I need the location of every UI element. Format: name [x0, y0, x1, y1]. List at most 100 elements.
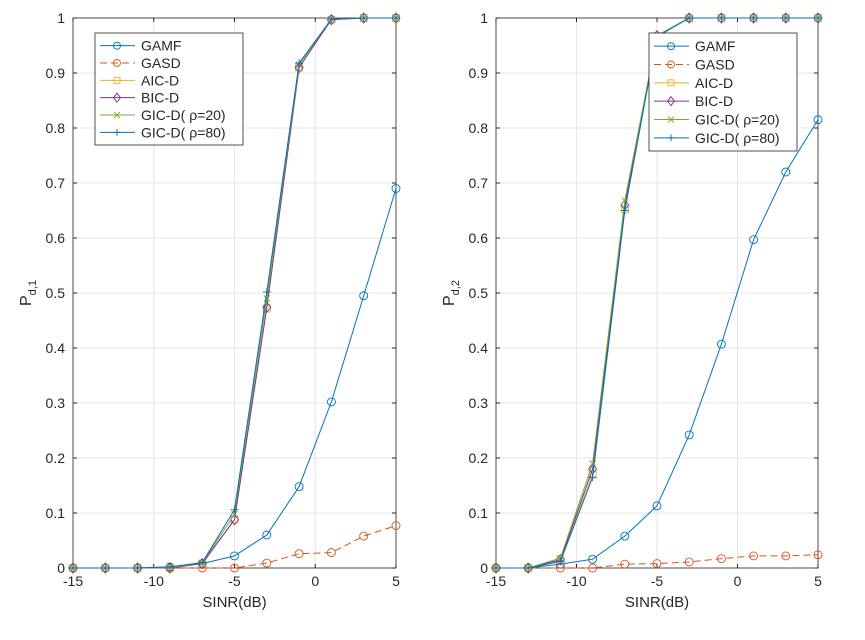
marker-diamond	[359, 12, 369, 24]
legend-label: AIC-D	[141, 72, 179, 88]
marker-square	[113, 76, 121, 84]
marker-plus	[749, 14, 758, 22]
y-axis-label-main: P	[441, 295, 458, 306]
legend-label: BIC-D	[141, 90, 179, 106]
marker-diamond	[391, 12, 401, 24]
y-tick-label: 1	[57, 10, 65, 26]
series-gic-d-80-	[69, 14, 400, 572]
marker-circle	[749, 551, 759, 561]
marker-diamond	[68, 562, 78, 574]
y-tick-label: 0.8	[469, 120, 489, 136]
marker-plus	[327, 15, 336, 24]
marker-x	[113, 111, 121, 119]
marker-plus	[667, 134, 675, 142]
legend-box	[648, 32, 798, 152]
x-tick-label: -5	[228, 573, 241, 589]
marker-plus	[781, 14, 790, 22]
series-line	[496, 119, 819, 569]
marker-plus	[524, 564, 533, 572]
marker-circle	[652, 559, 662, 569]
marker-circle	[667, 42, 675, 51]
marker-circle	[684, 430, 694, 440]
legend-item: BIC-D	[654, 93, 733, 109]
marker-diamond	[197, 557, 207, 570]
y-tick-label: 0	[480, 560, 488, 576]
legend-item: AIC-D	[654, 75, 733, 91]
legend-item: BIC-D	[100, 90, 179, 106]
marker-circle	[620, 531, 630, 541]
x-tick-label: 0	[311, 573, 319, 589]
legend-item: GASD	[100, 55, 181, 71]
subplot-2: -15 -10 -5 0 5 0 0.1 0.2 0.3 0.4 0.5 0.6 0.7 0.8 0.9 1 S…	[441, 10, 823, 611]
marker-diamond	[133, 562, 143, 574]
marker-plus	[133, 564, 142, 572]
marker-diamond	[523, 562, 533, 574]
marker-circle	[749, 235, 759, 245]
y-tick-label: 0.7	[469, 175, 489, 191]
y-tick-label: 0.9	[46, 65, 66, 81]
marker-diamond	[112, 92, 122, 103]
x-tick-label: -10	[566, 573, 586, 589]
marker-circle	[262, 530, 272, 540]
marker-diamond	[716, 12, 726, 24]
x-tick-label: -5	[651, 573, 664, 589]
marker-circle	[667, 60, 675, 69]
marker-circle	[391, 184, 401, 193]
legend-label: GASD	[141, 55, 181, 71]
y-tick-label: 0.6	[469, 230, 489, 246]
marker-circle	[326, 397, 336, 407]
y-tick-label: 0.3	[46, 395, 66, 411]
marker-circle	[716, 554, 726, 564]
x-tick-label: -15	[486, 573, 506, 589]
marker-circle	[588, 554, 598, 564]
marker-circle	[684, 557, 694, 567]
marker-plus	[113, 128, 121, 136]
marker-diamond	[666, 95, 676, 107]
y-tick-label: 0.9	[469, 65, 489, 81]
marker-circle	[230, 563, 239, 573]
marker-square	[667, 79, 675, 87]
legend-label: GIC-D( ρ=20)	[695, 112, 780, 128]
marker-diamond	[100, 562, 110, 574]
marker-circle	[262, 558, 272, 568]
marker-plus	[359, 14, 368, 22]
marker-circle	[359, 531, 369, 541]
legend-label: GASD	[695, 57, 735, 73]
marker-circle	[620, 559, 630, 569]
marker-plus	[556, 557, 565, 566]
marker-circle	[391, 521, 401, 531]
marker-circle	[813, 550, 823, 560]
legend-item: GIC-D( ρ=20)	[654, 112, 780, 128]
marker-diamond	[749, 12, 759, 24]
x-tick-label: 5	[814, 573, 822, 589]
marker-diamond	[781, 12, 791, 24]
legend-box	[94, 32, 244, 146]
legend-item: GAMF	[100, 38, 181, 54]
marker-plus	[165, 562, 174, 571]
marker-plus	[588, 473, 597, 482]
marker-plus	[620, 206, 629, 215]
y-tick-label: 0.2	[46, 450, 66, 466]
marker-circle	[230, 551, 239, 561]
marker-plus	[262, 287, 271, 296]
marker-circle	[588, 563, 598, 573]
marker-circle	[113, 59, 121, 67]
marker-plus	[814, 14, 822, 22]
marker-circle	[813, 115, 823, 125]
y-tick-label: 0.4	[469, 340, 489, 356]
y-axis-label-main: P	[18, 295, 35, 306]
legend-item: GIC-D( ρ=20)	[100, 107, 226, 123]
marker-plus	[295, 59, 304, 68]
legend-item: GIC-D( ρ=80)	[100, 124, 226, 140]
marker-plus	[717, 14, 726, 22]
y-axis-label-sub: d,1	[27, 280, 39, 295]
marker-plus	[392, 14, 400, 22]
marker-plus	[492, 564, 500, 572]
marker-circle	[294, 482, 304, 492]
marker-diamond	[294, 61, 304, 74]
y-tick-label: 0.7	[46, 175, 66, 191]
y-tick-label: 0.5	[46, 285, 66, 301]
